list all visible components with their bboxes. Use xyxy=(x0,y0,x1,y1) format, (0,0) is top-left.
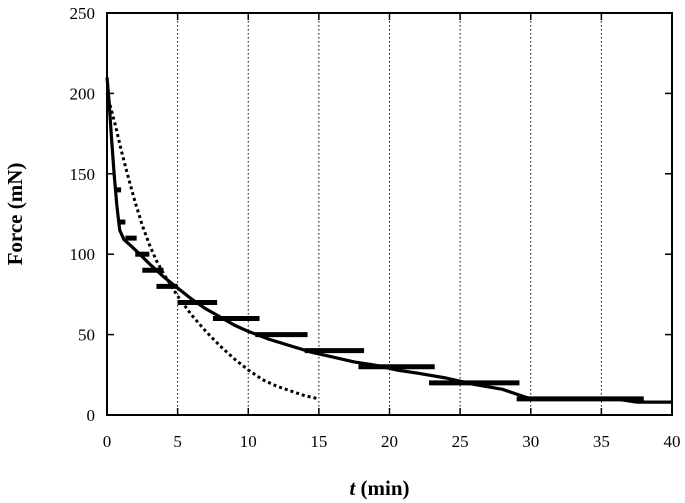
vertical-grid xyxy=(177,13,602,415)
x-tick-label: 10 xyxy=(240,432,257,451)
x-tick-label: 25 xyxy=(452,432,469,451)
y-tick-label: 200 xyxy=(70,84,96,103)
x-tick-label: 35 xyxy=(593,432,610,451)
y-tick-label: 50 xyxy=(78,326,95,345)
solid-curve xyxy=(105,77,672,404)
series-layer xyxy=(105,77,672,404)
x-tick-label: 5 xyxy=(173,432,182,451)
tick-labels: 0 50 100 150 200 250 0 5 10 15 20 25 30 35 40 xyxy=(70,4,681,451)
dotted-curve xyxy=(105,93,320,401)
y-tick-label: 100 xyxy=(70,245,96,264)
x-tick-label: 20 xyxy=(381,432,398,451)
x-axis-title: t (min) xyxy=(349,476,409,500)
x-tick-label: 40 xyxy=(664,432,681,451)
x-tick-label: 0 xyxy=(103,432,112,451)
y-tick-label: 150 xyxy=(70,165,96,184)
x-axis-unit: (min) xyxy=(361,476,410,500)
y-axis-title: Force (mN) xyxy=(3,163,27,266)
x-axis-symbol: t xyxy=(349,476,356,500)
x-tick-label: 30 xyxy=(522,432,539,451)
tick-marks xyxy=(106,12,673,416)
y-tick-label: 250 xyxy=(70,4,96,23)
x-tick-label: 15 xyxy=(310,432,327,451)
y-tick-label: 0 xyxy=(87,406,96,425)
